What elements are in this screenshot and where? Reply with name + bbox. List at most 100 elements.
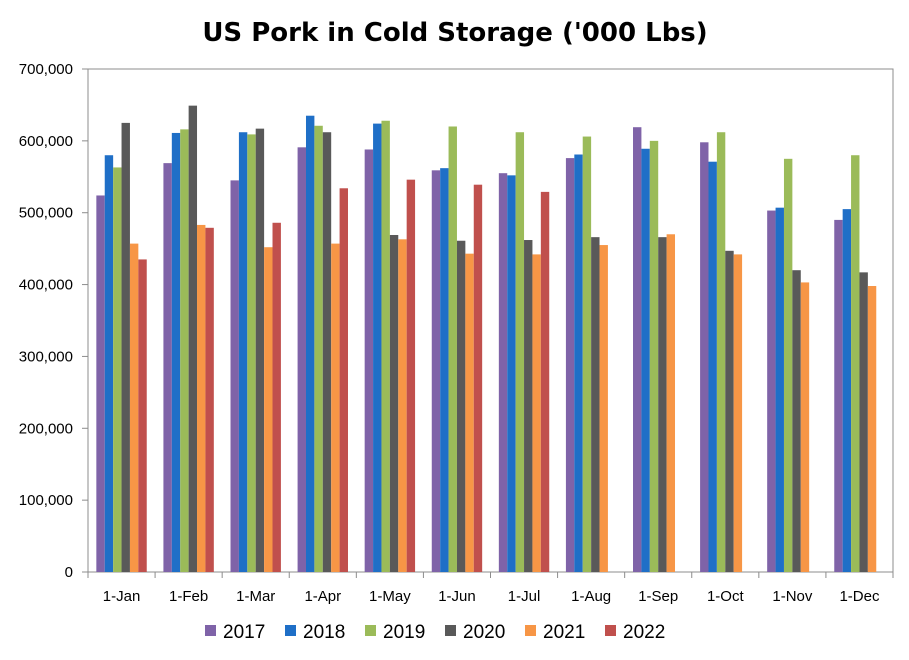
bar-2020-1-Jan bbox=[121, 122, 130, 572]
bar-2019-1-Jul bbox=[515, 132, 525, 573]
bar-2022-1-May bbox=[406, 179, 416, 572]
bar-2017-1-Oct bbox=[700, 142, 709, 573]
legend-swatch bbox=[365, 625, 376, 636]
bar-2018-1-Jan bbox=[104, 155, 114, 573]
legend: 2017 2018 2019 2020 2021 2022 bbox=[205, 622, 665, 643]
bar-2021-1-Dec bbox=[867, 286, 877, 572]
bar-2017-1-Jul bbox=[498, 173, 508, 572]
legend-item-2020: 2020 bbox=[445, 622, 505, 643]
x-tick-label: 1-Mar bbox=[236, 588, 275, 605]
bar-2021-1-May bbox=[398, 239, 407, 573]
x-tick-label: 1-Jun bbox=[438, 588, 476, 605]
bar-2020-1-Apr bbox=[322, 132, 332, 573]
bar-2017-1-Apr bbox=[297, 147, 306, 572]
bar-2018-1-Apr bbox=[305, 115, 315, 573]
bar-2022-1-Feb bbox=[205, 227, 214, 573]
bar-2020-1-Jul bbox=[524, 240, 533, 572]
bar-2021-1-Aug bbox=[599, 245, 608, 573]
bar-2020-1-May bbox=[389, 234, 399, 573]
bar-2017-1-Feb bbox=[163, 163, 172, 572]
bar-2017-1-Mar bbox=[230, 180, 239, 572]
bar-2019-1-Mar bbox=[247, 134, 256, 572]
bar-2017-1-Nov bbox=[767, 210, 776, 572]
bar-2018-1-Aug bbox=[574, 154, 583, 572]
bar-2021-1-Jun bbox=[465, 253, 474, 573]
bars bbox=[96, 105, 877, 573]
bar-2019-1-Nov bbox=[783, 158, 793, 572]
bar-2021-1-Oct bbox=[733, 254, 743, 572]
legend-label: 2021 bbox=[543, 622, 585, 643]
legend-swatch bbox=[605, 625, 616, 636]
bar-2017-1-Jan bbox=[96, 195, 105, 572]
legend-swatch bbox=[445, 625, 456, 636]
bar-2021-1-Jan bbox=[129, 243, 139, 573]
y-tick-label: 300,000 bbox=[19, 348, 73, 365]
bar-2018-1-Mar bbox=[238, 132, 248, 573]
plot-area bbox=[87, 68, 894, 573]
y-tick-label: 500,000 bbox=[19, 205, 73, 222]
legend-swatch bbox=[285, 625, 296, 636]
legend-item-2017: 2017 bbox=[205, 622, 265, 643]
bar-2020-1-Feb bbox=[188, 105, 198, 573]
bar-2019-1-Apr bbox=[314, 125, 323, 573]
bar-2021-1-Nov bbox=[800, 282, 810, 572]
legend-item-2022: 2022 bbox=[605, 622, 665, 643]
legend-label: 2017 bbox=[223, 622, 265, 643]
y-tick-label: 100,000 bbox=[19, 492, 73, 509]
bar-2018-1-Dec bbox=[842, 209, 852, 572]
bar-2022-1-Jan bbox=[138, 259, 147, 572]
y-axis: 0 100,000 200,000 300,000 400,000 500,000 600,… bbox=[19, 61, 88, 581]
bar-2021-1-Jul bbox=[532, 254, 541, 572]
bar-2022-1-Jul bbox=[540, 191, 550, 572]
bar-2020-1-Mar bbox=[255, 128, 265, 572]
bar-2021-1-Mar bbox=[264, 247, 273, 572]
bar-2021-1-Sep bbox=[666, 234, 676, 572]
bar-2018-1-May bbox=[373, 123, 382, 573]
bar-2020-1-Jun bbox=[456, 240, 466, 573]
legend-label: 2018 bbox=[303, 622, 345, 643]
bar-2019-1-Feb bbox=[180, 129, 189, 573]
x-tick-label: 1-Sep bbox=[638, 588, 678, 605]
bar-2017-1-Sep bbox=[633, 127, 642, 572]
bar-2021-1-Feb bbox=[197, 224, 206, 572]
x-tick-label: 1-Apr bbox=[304, 588, 341, 605]
bar-2020-1-Dec bbox=[859, 272, 868, 572]
legend-swatch bbox=[525, 625, 536, 636]
bar-2017-1-Jun bbox=[431, 170, 441, 572]
bar-2019-1-Oct bbox=[716, 132, 726, 573]
y-tick-label: 0 bbox=[65, 564, 73, 581]
x-tick-label: 1-Feb bbox=[169, 588, 208, 605]
bar-2021-1-Apr bbox=[331, 243, 340, 573]
x-tick-label: 1-Jan bbox=[103, 588, 141, 605]
bar-2020-1-Oct bbox=[725, 250, 734, 573]
chart-title: US Pork in Cold Storage ('000 Lbs) bbox=[202, 18, 707, 48]
legend-item-2019: 2019 bbox=[365, 622, 425, 643]
x-axis: 1-Jan 1-Feb 1-Mar 1-Apr 1-May 1-Jun 1-Jul 1-Aug… bbox=[87, 572, 894, 605]
bar-2022-1-Apr bbox=[339, 188, 348, 572]
bar-2018-1-Oct bbox=[708, 161, 717, 572]
y-tick-label: 400,000 bbox=[19, 277, 73, 294]
legend-item-2018: 2018 bbox=[285, 622, 345, 643]
bar-2019-1-Sep bbox=[649, 140, 659, 573]
bar-2020-1-Nov bbox=[792, 270, 801, 572]
legend-label: 2022 bbox=[623, 622, 665, 643]
y-tick-label: 700,000 bbox=[19, 61, 73, 78]
plot-border bbox=[87, 68, 894, 573]
bar-2018-1-Jul bbox=[507, 175, 516, 572]
legend-swatch bbox=[205, 625, 216, 636]
legend-label: 2019 bbox=[383, 622, 425, 643]
bar-2020-1-Sep bbox=[658, 237, 667, 572]
bar-2017-1-Dec bbox=[834, 219, 843, 572]
legend-item-2021: 2021 bbox=[525, 622, 585, 643]
x-tick-label: 1-Dec bbox=[839, 588, 880, 605]
bar-2022-1-Jun bbox=[473, 184, 483, 572]
legend-label: 2020 bbox=[463, 622, 505, 643]
bar-2019-1-Jan bbox=[113, 167, 122, 572]
bar-2019-1-May bbox=[381, 120, 390, 573]
x-tick-label: 1-Aug bbox=[571, 588, 611, 605]
bar-2019-1-Aug bbox=[582, 136, 592, 573]
x-tick-label: 1-Jul bbox=[508, 588, 541, 605]
bar-2018-1-Feb bbox=[171, 132, 181, 572]
bar-2020-1-Aug bbox=[591, 237, 600, 572]
